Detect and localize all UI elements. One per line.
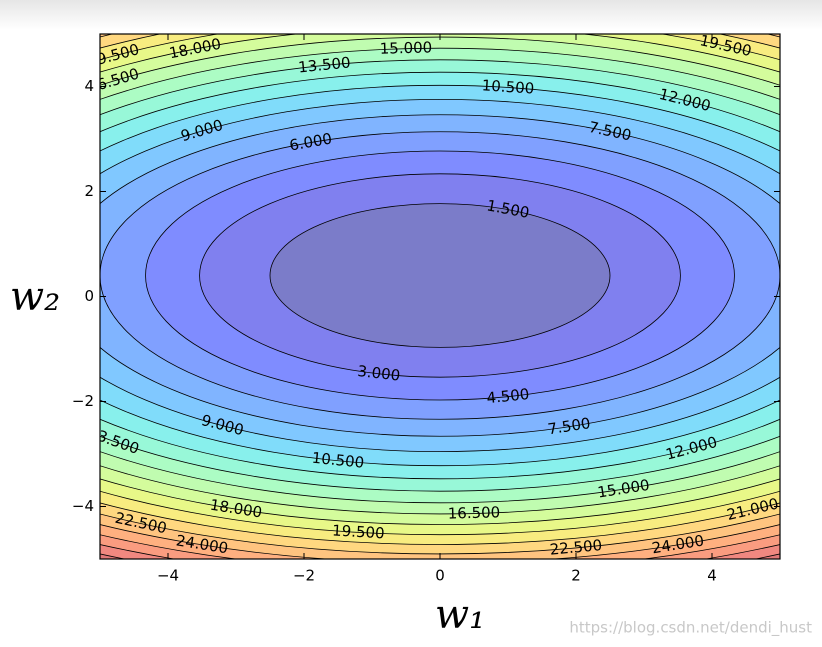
top-bar: [0, 0, 822, 30]
x-tick-label: −2: [293, 567, 315, 585]
contour-label: 16.500: [448, 503, 501, 522]
x-tick-label: −4: [157, 567, 179, 585]
contour-label: 4.500: [486, 385, 531, 407]
y-axis-label: w₂: [10, 274, 60, 320]
x-axis-label: w₁: [435, 592, 485, 638]
contour-label: 13.500: [297, 53, 351, 76]
x-tick-label: 0: [435, 567, 445, 585]
contour-label: 22.500: [549, 536, 603, 559]
contour-label: 10.500: [311, 449, 365, 472]
y-tick-label: −2: [72, 392, 94, 410]
contour-band: [269, 203, 611, 348]
contour-label: 19.500: [332, 521, 385, 542]
y-tick-label: 0: [84, 287, 94, 305]
x-tick-label: 4: [707, 567, 717, 585]
y-tick-label: −4: [72, 497, 94, 515]
contour-label: 10.500: [481, 76, 535, 97]
x-tick-label: 2: [571, 567, 581, 585]
axes: −4 −2 0 2 4 −4 −2 0 2 4: [72, 34, 780, 585]
watermark: https://blog.csdn.net/dendi_hust: [569, 619, 812, 638]
y-tick-label: 4: [84, 77, 94, 95]
contour-label: 3.000: [357, 362, 402, 385]
contour-label: 15.000: [380, 38, 433, 57]
y-tick-label: 2: [84, 182, 94, 200]
